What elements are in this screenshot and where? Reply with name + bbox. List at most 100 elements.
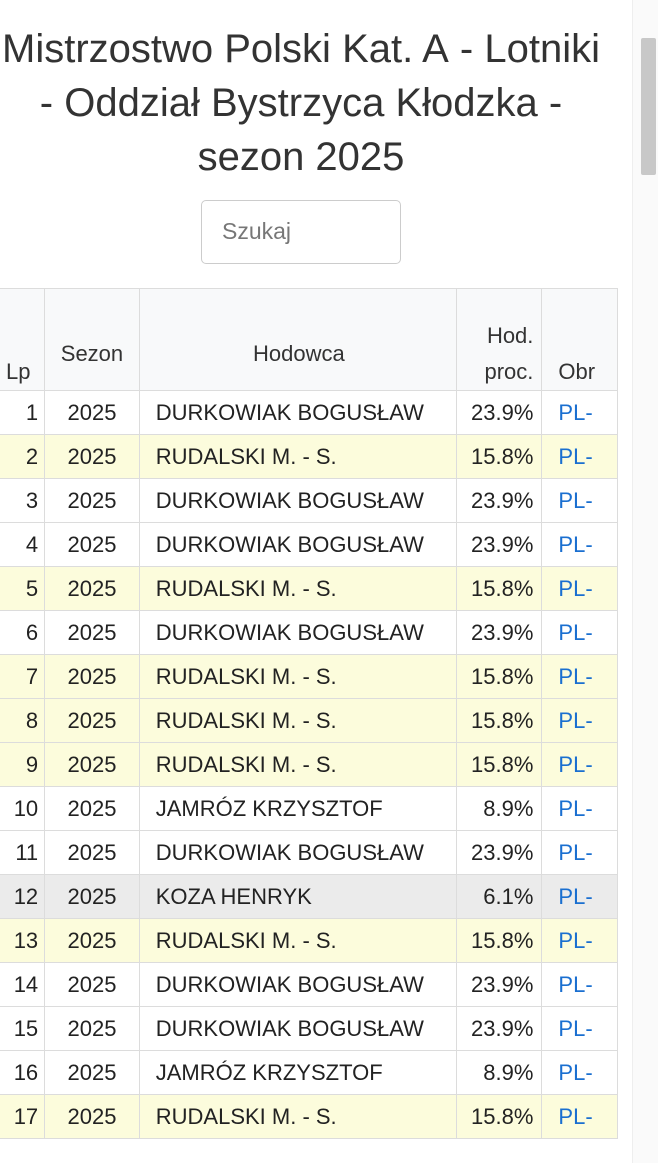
table-cell: 10 — [0, 786, 46, 831]
table-cell[interactable]: PL- — [541, 610, 618, 655]
table-cell: 23.9% — [455, 522, 543, 567]
table-cell: 12 — [0, 874, 46, 919]
table-row: 8 2025 RUDALSKI M. - S. 15.8% PL- — [0, 698, 618, 743]
table-cell: 2025 — [44, 742, 140, 787]
table-cell[interactable]: PL- — [541, 918, 618, 963]
table-cell[interactable]: PL- — [541, 1094, 618, 1139]
table-cell: 23.9% — [455, 478, 543, 523]
title-text: Mistrzostwo Polski — [2, 27, 343, 71]
table-cell: 2025 — [44, 610, 140, 655]
table-cell: DURKOWIAK BOGUSŁAW — [138, 478, 458, 523]
table-wrap: Lp Sezon Hodowca Hod. proc. Obr 1 2025 DURKOWIA… — [0, 288, 619, 1163]
table-cell: 14 — [0, 962, 46, 1007]
table-cell[interactable]: PL- — [541, 1006, 618, 1051]
title-text: - Lotniki - Oddział Bystrzyca Kłodzka - … — [39, 27, 600, 179]
table-cell: DURKOWIAK BOGUSŁAW — [138, 1006, 458, 1051]
table-cell: 13 — [0, 918, 46, 963]
table-cell: 2025 — [44, 918, 140, 963]
table-cell[interactable]: PL- — [541, 874, 618, 919]
table-cell: 2025 — [44, 786, 140, 831]
table-cell[interactable]: PL- — [541, 1050, 618, 1095]
table-row: 15 2025 DURKOWIAK BOGUSŁAW 23.9% PL- — [0, 1006, 618, 1051]
table-row: 2 2025 RUDALSKI M. - S. 15.8% PL- — [0, 434, 618, 479]
table-row: 10 2025 JAMRÓZ KRZYSZTOF 8.9% PL- — [0, 786, 618, 831]
table-cell: 17 — [0, 1094, 46, 1139]
table-cell: 2025 — [44, 1050, 140, 1095]
title-bold: Kat. A — [342, 27, 449, 71]
table-cell: 2025 — [44, 478, 140, 523]
table-row: 17 2025 RUDALSKI M. - S. 15.8% PL- — [0, 1094, 618, 1139]
scroll-thumb[interactable] — [641, 38, 656, 175]
table-cell: 23.9% — [455, 610, 543, 655]
table-cell[interactable]: PL- — [541, 566, 618, 611]
table-cell: JAMRÓZ KRZYSZTOF — [138, 786, 458, 831]
table-cell: 8 — [0, 698, 46, 743]
table-cell: 15.8% — [455, 434, 543, 479]
table-cell[interactable]: PL- — [541, 434, 618, 479]
table-cell: DURKOWIAK BOGUSŁAW — [138, 610, 458, 655]
table-row: 9 2025 RUDALSKI M. - S. 15.8% PL- — [0, 742, 618, 787]
placeholder: Szukaj — [222, 218, 292, 244]
table-cell: 2 — [0, 434, 46, 479]
table-cell[interactable]: PL- — [541, 390, 618, 435]
header-row: Lp Sezon Hodowca Hod. proc. Obr — [0, 288, 618, 391]
table-cell: RUDALSKI M. - S. — [138, 698, 458, 743]
table-cell: 15.8% — [455, 654, 543, 699]
table-cell: 4 — [0, 522, 46, 567]
table-cell: DURKOWIAK BOGUSŁAW — [138, 390, 458, 435]
table-cell: DURKOWIAK BOGUSŁAW — [138, 962, 458, 1007]
column-header: Sezon — [44, 288, 140, 391]
table-cell: 2025 — [44, 434, 140, 479]
scrollbar[interactable] — [632, 0, 658, 1163]
table-cell: RUDALSKI M. - S. — [138, 742, 458, 787]
table-cell[interactable]: PL- — [541, 478, 618, 523]
table-cell: 15.8% — [455, 698, 543, 743]
table-cell: 23.9% — [455, 390, 543, 435]
table-row: 13 2025 RUDALSKI M. - S. 15.8% PL- — [0, 918, 618, 963]
results-table: Lp Sezon Hodowca Hod. proc. Obr 1 2025 DURKOWIA… — [0, 288, 618, 1139]
table-cell: 6 — [0, 610, 46, 655]
table-cell: 8.9% — [455, 786, 543, 831]
table-cell: KOZA HENRYK — [138, 874, 458, 919]
table-cell: 6.1% — [455, 874, 543, 919]
table-cell: 23.9% — [455, 962, 543, 1007]
table-row: 12 2025 KOZA HENRYK 6.1% PL- — [0, 874, 618, 919]
table-cell: 2025 — [44, 830, 140, 875]
table-cell: 2025 — [44, 962, 140, 1007]
search-input[interactable]: Szukaj — [201, 200, 401, 264]
table-cell: 1 — [0, 390, 46, 435]
table-cell: 15.8% — [455, 1094, 543, 1139]
table-cell[interactable]: PL- — [541, 830, 618, 875]
table-cell: 9 — [0, 742, 46, 787]
table-cell: RUDALSKI M. - S. — [138, 654, 458, 699]
table-row: 1 2025 DURKOWIAK BOGUSŁAW 23.9% PL- — [0, 390, 618, 435]
column-header: Lp — [0, 288, 46, 391]
table-cell: 8.9% — [455, 1050, 543, 1095]
table-cell[interactable]: PL- — [541, 742, 618, 787]
table-row: 7 2025 RUDALSKI M. - S. 15.8% PL- — [0, 654, 618, 699]
table-cell[interactable]: PL- — [541, 786, 618, 831]
table-cell[interactable]: PL- — [541, 654, 618, 699]
table-cell: 2025 — [44, 698, 140, 743]
table-cell[interactable]: PL- — [541, 522, 618, 567]
table-cell: 2025 — [44, 390, 140, 435]
table-cell: 2025 — [44, 1094, 140, 1139]
table-cell: DURKOWIAK BOGUSŁAW — [138, 830, 458, 875]
table-cell[interactable]: PL- — [541, 962, 618, 1007]
page-title: Mistrzostwo Polski Kat. A - Lotniki - Od… — [0, 22, 602, 184]
table-cell: RUDALSKI M. - S. — [138, 918, 458, 963]
table-cell[interactable]: PL- — [541, 698, 618, 743]
table-cell: 23.9% — [455, 1006, 543, 1051]
table-cell: 5 — [0, 566, 46, 611]
table-row: 16 2025 JAMRÓZ KRZYSZTOF 8.9% PL- — [0, 1050, 618, 1095]
table-cell: RUDALSKI M. - S. — [138, 566, 458, 611]
table-cell: 7 — [0, 654, 46, 699]
table-row: 14 2025 DURKOWIAK BOGUSŁAW 23.9% PL- — [0, 962, 618, 1007]
table-cell: 2025 — [44, 522, 140, 567]
table-row: 4 2025 DURKOWIAK BOGUSŁAW 23.9% PL- — [0, 522, 618, 567]
table-row: 11 2025 DURKOWIAK BOGUSŁAW 23.9% PL- — [0, 830, 618, 875]
table-cell: JAMRÓZ KRZYSZTOF — [138, 1050, 458, 1095]
column-header: Hodowca — [138, 288, 458, 391]
